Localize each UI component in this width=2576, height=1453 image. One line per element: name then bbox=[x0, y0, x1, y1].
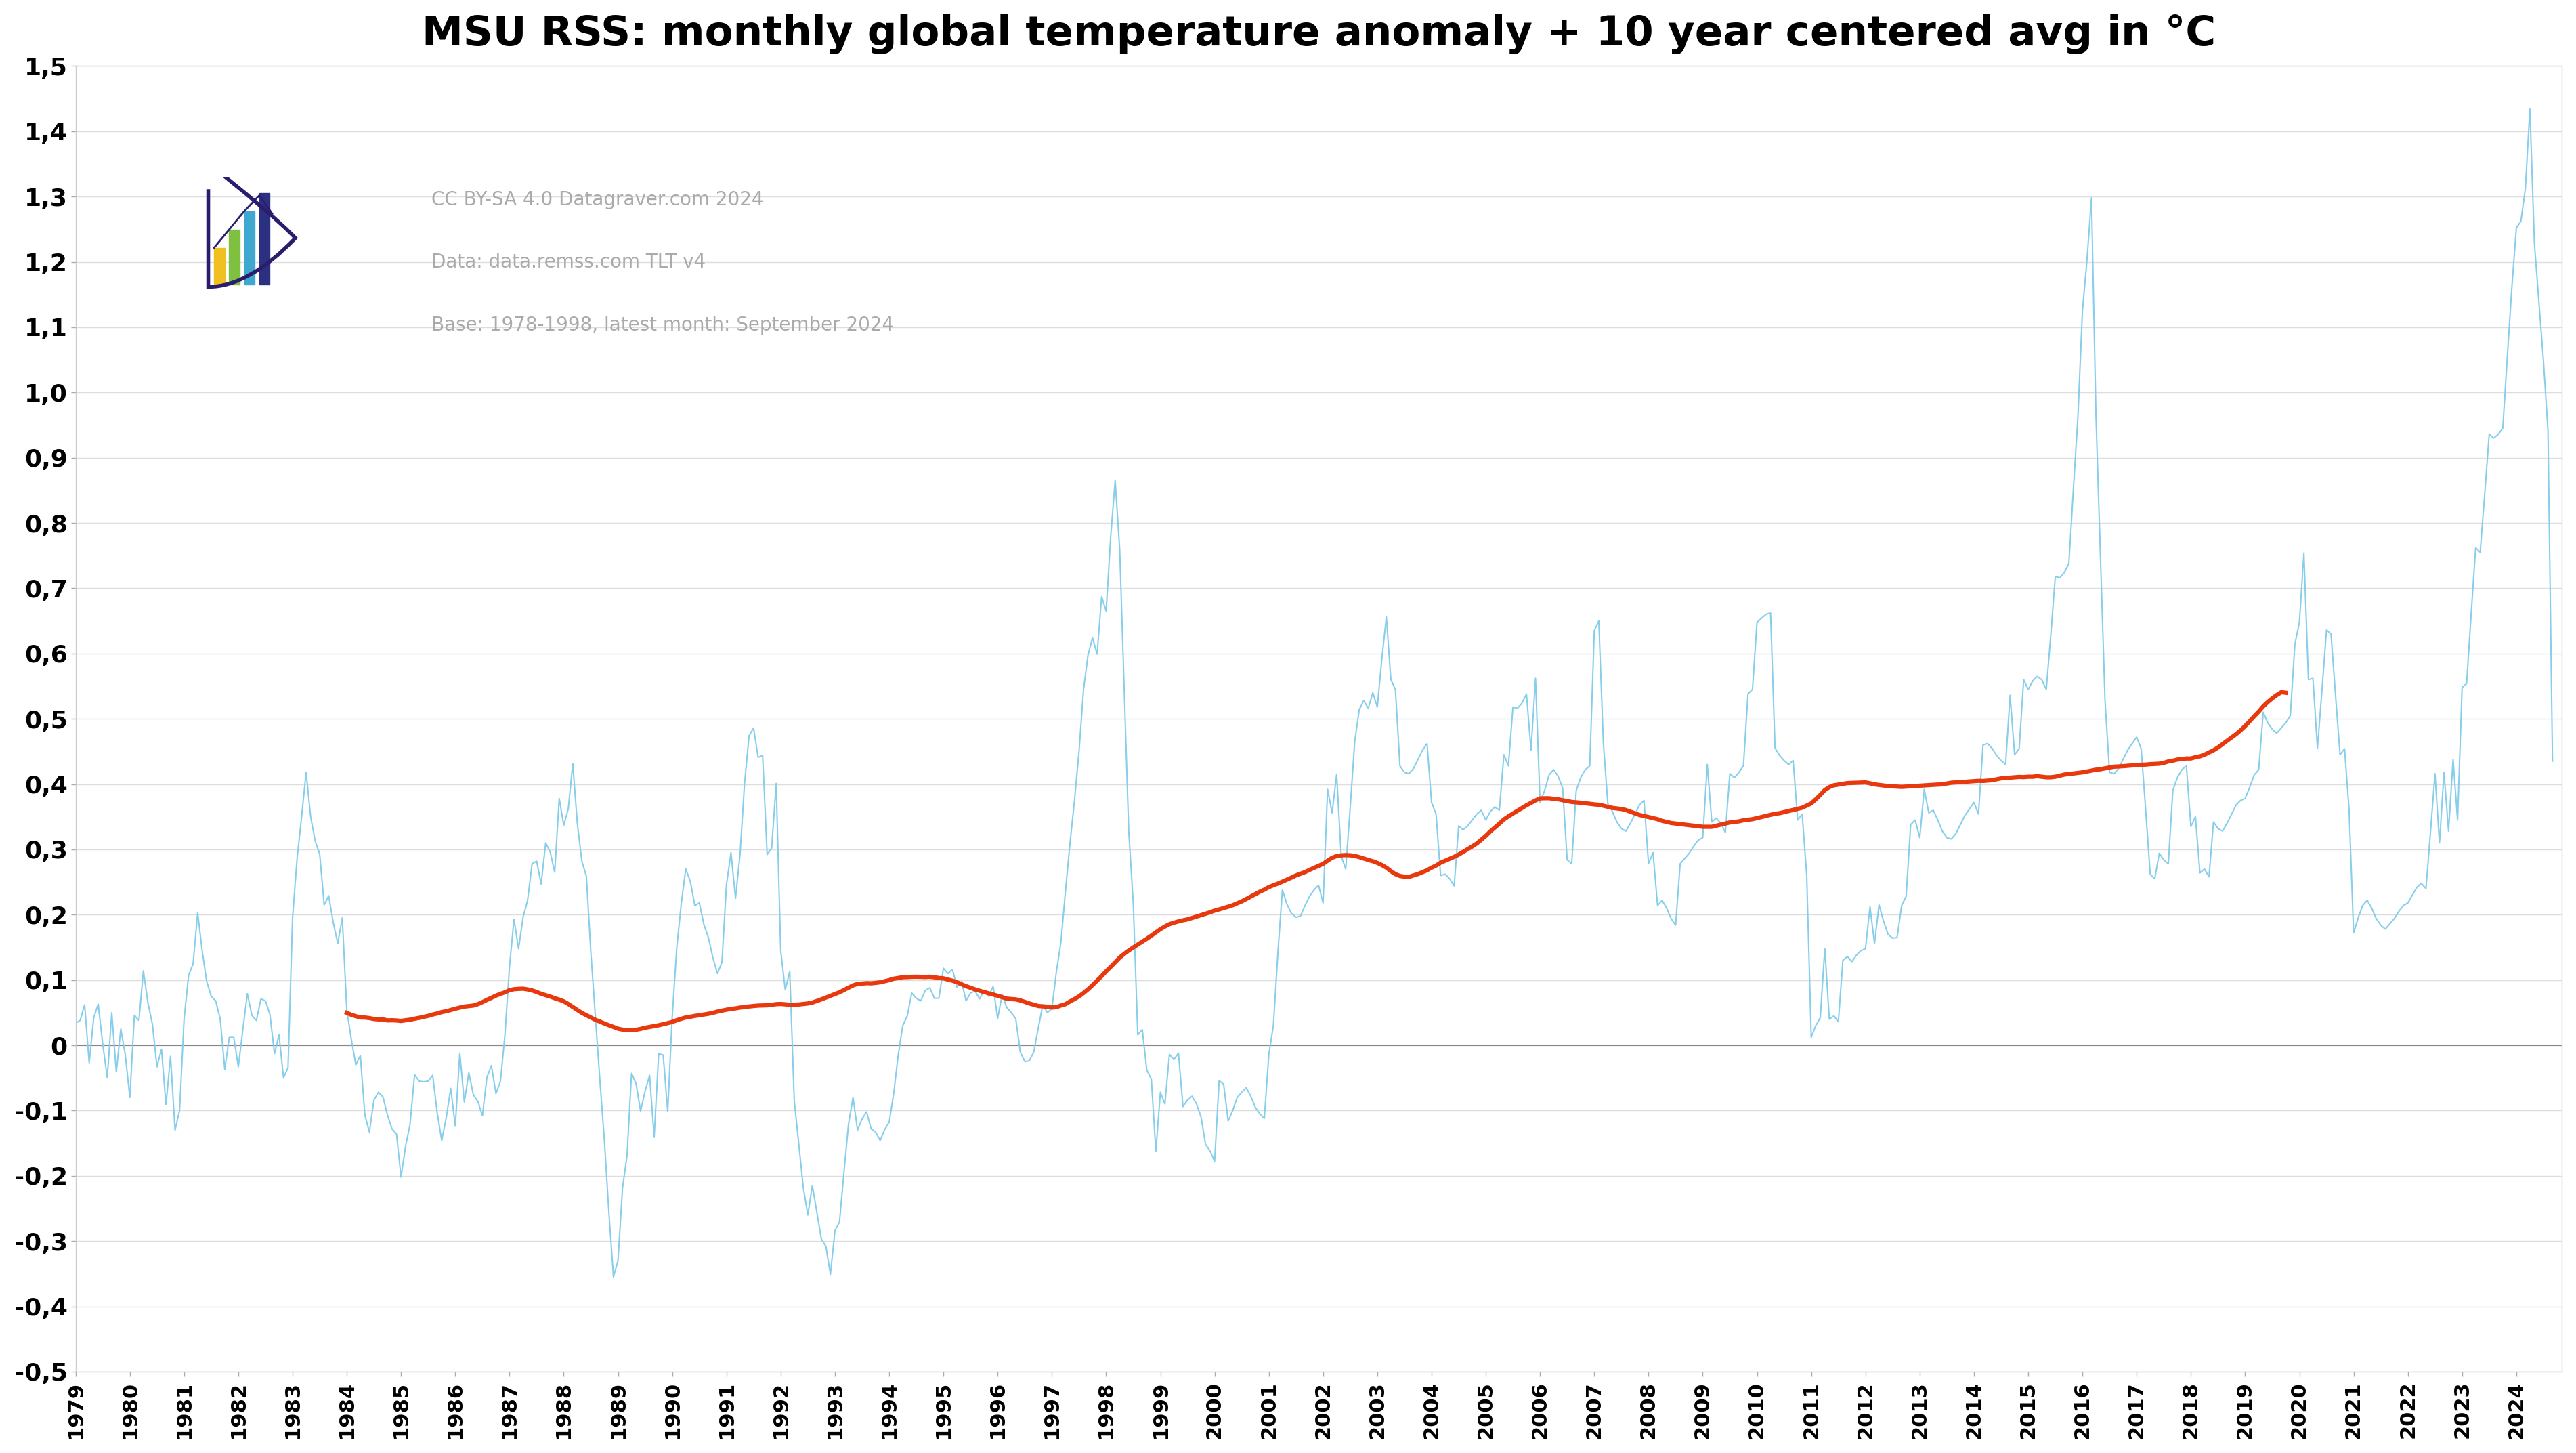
Text: Data: data.remss.com TLT v4: Data: data.remss.com TLT v4 bbox=[430, 253, 706, 272]
Title: MSU RSS: monthly global temperature anomaly + 10 year centered avg in °C: MSU RSS: monthly global temperature anom… bbox=[422, 15, 2215, 54]
Text: CC BY-SA 4.0 Datagraver.com 2024: CC BY-SA 4.0 Datagraver.com 2024 bbox=[430, 190, 762, 209]
Text: Base: 1978-1998, latest month: September 2024: Base: 1978-1998, latest month: September… bbox=[430, 315, 894, 334]
